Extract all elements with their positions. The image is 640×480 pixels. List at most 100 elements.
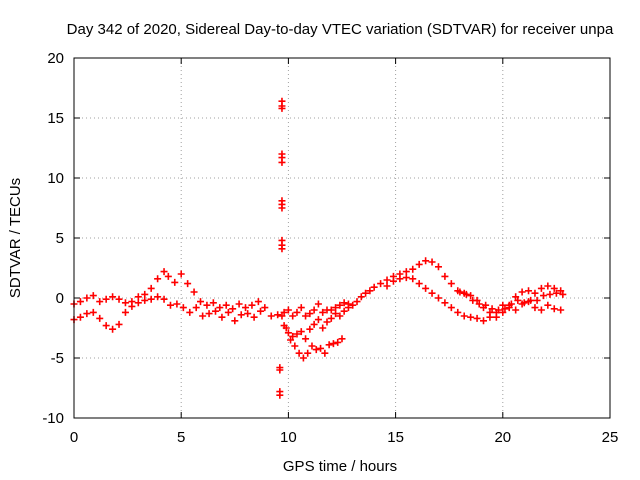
series-outliers [276,97,286,399]
y-tick-label: 0 [56,290,64,307]
data-point [323,318,331,326]
data-point [422,284,430,292]
series-track-g [456,288,567,314]
x-axis-label: GPS time / hours [283,458,397,475]
data-point [531,304,539,312]
data-point [441,299,449,307]
data-point [540,292,548,300]
data-point [224,308,232,316]
data-point [383,276,391,284]
chart-title: Day 342 of 2020, Sidereal Day-to-day VTE… [67,21,614,38]
data-point [278,245,286,253]
data-point [278,158,286,166]
data-point [344,300,352,308]
data-point [557,287,565,295]
data-point [299,354,307,362]
data-point [291,342,299,350]
data-point [289,332,297,340]
data-point [289,312,297,320]
data-point [488,305,496,313]
x-tick-label: 10 [280,429,297,446]
data-point [278,312,286,320]
data-point [415,260,423,268]
data-point [370,283,378,291]
data-point [302,312,310,320]
data-point [205,310,213,318]
data-point [507,300,515,308]
data-point [96,314,104,322]
data-point [336,301,344,309]
data-point [353,298,361,306]
data-point [308,342,316,350]
data-point [160,295,168,303]
data-point [212,307,220,315]
data-point [552,289,560,297]
data-point [473,314,481,322]
data-point [544,301,552,309]
x-tick-label: 5 [177,429,185,446]
data-point [332,310,340,318]
data-point [164,272,172,280]
data-point [102,322,110,330]
data-point [321,349,329,357]
data-point [216,304,224,312]
data-point [276,366,284,374]
data-point [362,289,370,297]
y-tick-label: 15 [47,110,64,127]
data-point [357,293,365,301]
data-point [325,341,333,349]
data-point [302,335,310,343]
data-point [480,317,488,325]
data-point [203,301,211,309]
data-point [537,284,545,292]
x-tick-label: 25 [602,429,619,446]
data-point [218,313,226,321]
data-point [278,204,286,212]
data-point [312,346,320,354]
data-point [402,268,410,276]
data-point [499,301,507,309]
data-point [89,308,97,316]
data-point [96,298,104,306]
data-point [447,304,455,312]
data-point [495,306,503,314]
data-point [475,300,483,308]
data-point [154,275,162,283]
data-point [254,298,262,306]
x-tick-label: 15 [387,429,404,446]
data-point [525,287,533,295]
data-point [460,312,468,320]
data-point [415,280,423,288]
x-tick-label: 20 [494,429,511,446]
data-point [550,284,558,292]
axis-ticks: 0 5 10 15 20 25 -10 -5 0 5 10 15 20 [42,50,618,446]
data-point [295,349,303,357]
data-point [186,308,194,316]
data-point [428,289,436,297]
data-point [280,308,288,316]
data-point [306,325,314,333]
data-point [327,306,335,314]
data-point [171,278,179,286]
data-point [278,104,286,112]
data-point [456,288,464,296]
data-point [231,317,239,325]
data-point [340,299,348,307]
data-point [160,268,168,276]
plot-frame [73,57,611,419]
data-point [518,288,526,296]
data-point [173,300,181,308]
data-point [196,298,204,306]
data-point [317,344,325,352]
data-point [537,306,545,314]
data-point [389,277,397,285]
data-point [229,305,237,313]
data-point [349,301,357,309]
y-tick-label: -10 [42,410,64,427]
data-point [177,270,185,278]
data-point [327,314,335,322]
data-point [83,294,91,302]
data-point [242,304,250,312]
data-point [284,306,292,314]
data-point [184,280,192,288]
